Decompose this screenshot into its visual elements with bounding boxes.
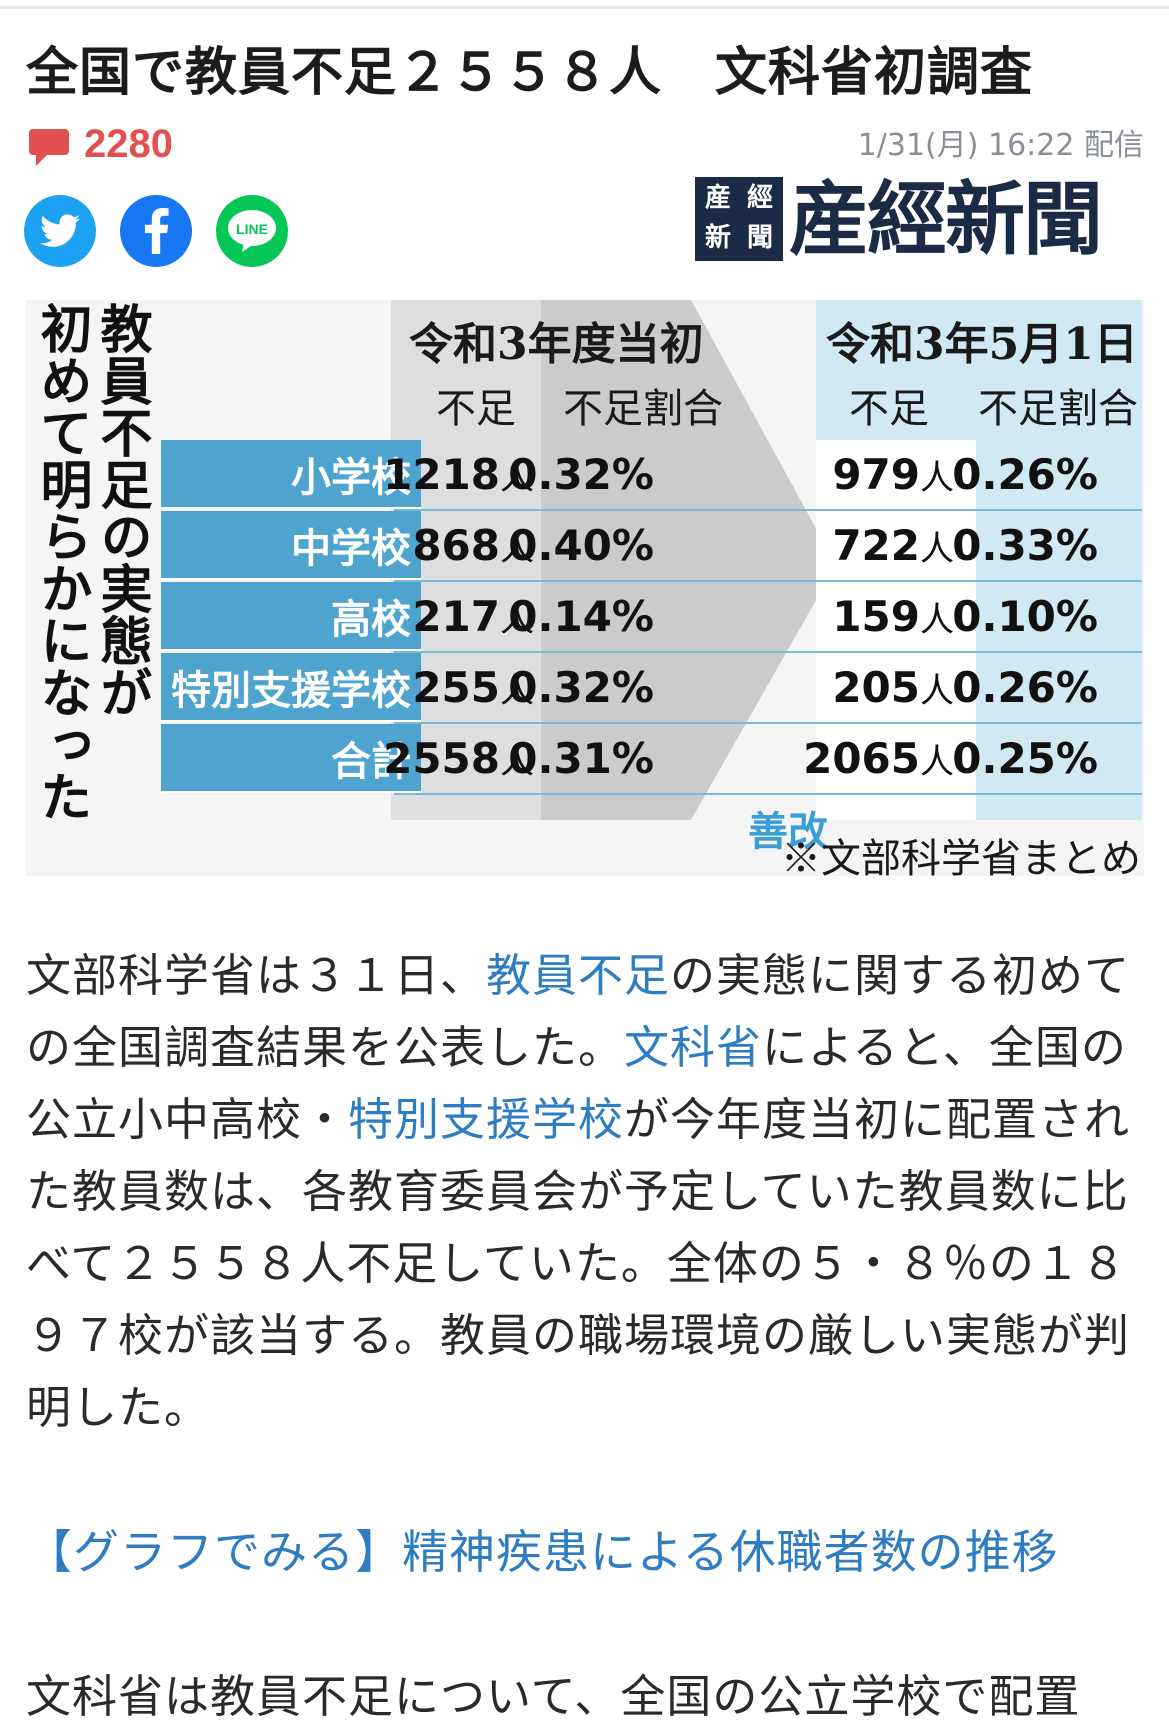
cell-before-count: 2558 人 xyxy=(383,724,534,793)
after-count-bg xyxy=(816,440,976,820)
graph-link[interactable]: 【グラフでみる】精神疾患による休職者数の推移 xyxy=(26,1525,1059,1579)
article-body: 文部科学省は３１日、教員不足の実態に関する初めての全国調査結果を公表した。文科省… xyxy=(26,940,1146,1444)
cell-after-count: 159 人 xyxy=(806,582,954,651)
cell-before-ratio: 0.31% xyxy=(508,724,654,793)
cell-value: 0.40% xyxy=(508,521,654,570)
cell-before-count: 217 人 xyxy=(394,582,534,651)
cell-unit: 人 xyxy=(920,600,954,640)
cell-value: 0.25% xyxy=(952,734,1098,783)
cell-after-count: 2065 人 xyxy=(803,724,954,793)
cell-after-ratio: 0.25% xyxy=(952,724,1098,793)
row-divider xyxy=(394,509,1142,511)
body-text: が今年度当初に配置された教員数は、各教育委員会が予定していた教員数に比べて２５５… xyxy=(26,1093,1131,1434)
article-title: 全国で教員不足２５５８人 文科省初調査 xyxy=(26,43,1034,103)
twitter-share-button[interactable] xyxy=(24,195,96,267)
cell-unit: 人 xyxy=(920,458,954,498)
line-icon: LINE xyxy=(228,210,276,252)
twitter-icon xyxy=(40,214,80,247)
figure-headline-line2: 初めて明らかになった xyxy=(31,302,92,822)
body-text: によると、全国の公立小中高校・ xyxy=(26,1021,1127,1146)
cell-value: 2558 xyxy=(383,734,500,783)
col-ratio-after: 不足割合 xyxy=(978,386,1138,432)
cell-value: 255 xyxy=(412,663,500,712)
cell-after-count: 979 人 xyxy=(806,440,954,509)
cell-before-ratio: 0.14% xyxy=(508,582,654,651)
row-label: 特別支援学校 xyxy=(161,653,421,722)
cell-value: 217 xyxy=(412,592,500,641)
cell-before-ratio: 0.40% xyxy=(508,511,654,580)
cell-value: 979 xyxy=(832,450,920,499)
facebook-icon xyxy=(144,208,169,254)
comment-icon xyxy=(28,128,70,166)
publish-datetime: 1/31(月) 16:22 配信 xyxy=(857,128,1144,163)
body-text: の実態に関する初めての全国調査結果を公表した。 xyxy=(26,949,1131,1074)
row-divider xyxy=(394,580,1142,582)
cell-value: 868 xyxy=(412,521,500,570)
col-ratio-before: 不足割合 xyxy=(563,386,723,432)
cell-after-count: 722 人 xyxy=(806,511,954,580)
cell-value: 159 xyxy=(832,592,920,641)
col-shortage-after: 不足 xyxy=(849,386,929,432)
facebook-share-button[interactable] xyxy=(120,195,192,267)
row-divider xyxy=(394,722,1142,724)
cell-unit: 人 xyxy=(500,742,534,782)
row-label: 小学校 xyxy=(161,440,421,509)
svg-text:LINE: LINE xyxy=(236,221,268,237)
shortage-infographic: 初めて明らかになった 教員不足の実態が 令和3年度当初 令和3年5月1日 不足 … xyxy=(26,300,1144,876)
cell-unit: 人 xyxy=(500,671,534,711)
cell-before-ratio: 0.32% xyxy=(508,440,654,509)
cell-unit: 人 xyxy=(500,529,534,569)
cell-after-count: 205 人 xyxy=(806,653,954,722)
cell-value: 2065 xyxy=(803,734,920,783)
col-shortage-before: 不足 xyxy=(436,386,516,432)
row-label: 合計 xyxy=(161,724,421,793)
cell-unit: 人 xyxy=(500,458,534,498)
row-label: 中学校 xyxy=(161,511,421,580)
cell-unit: 人 xyxy=(920,671,954,711)
top-divider xyxy=(0,6,1169,9)
cell-after-ratio: 0.26% xyxy=(952,440,1098,509)
cell-after-ratio: 0.33% xyxy=(952,511,1098,580)
period-after: 令和3年5月1日 xyxy=(826,319,1138,370)
cell-value: 0.31% xyxy=(508,734,654,783)
figure-headline-line1: 教員不足の実態が xyxy=(91,302,152,718)
line-share-button[interactable]: LINE xyxy=(216,195,288,267)
row-divider xyxy=(394,793,1142,795)
cell-value: 0.14% xyxy=(508,592,654,641)
cell-before-ratio: 0.32% xyxy=(508,653,654,722)
body-text: 文部科学省は３１日、 xyxy=(26,949,487,1002)
keyword-link-special-support-school[interactable]: 特別支援学校 xyxy=(348,1093,625,1146)
improvement-label: 改善 xyxy=(741,810,828,850)
publisher-name: 産經新聞 xyxy=(789,172,1103,266)
comment-link[interactable]: 2280 xyxy=(28,122,173,167)
cell-value: 205 xyxy=(832,663,920,712)
cell-value: 0.33% xyxy=(952,521,1098,570)
cell-value: 0.26% xyxy=(952,663,1098,712)
keyword-link-mext[interactable]: 文科省 xyxy=(624,1021,763,1074)
cell-value: 0.32% xyxy=(508,663,654,712)
cell-unit: 人 xyxy=(920,742,954,782)
cell-value: 722 xyxy=(832,521,920,570)
comment-count: 2280 xyxy=(84,122,173,166)
figure-source: ※文部科学省まとめ xyxy=(781,836,1141,882)
publisher-logo[interactable]: 産 經 新 聞 産經新聞 xyxy=(695,172,1103,266)
keyword-link-teacher-shortage[interactable]: 教員不足 xyxy=(486,949,671,1002)
cell-before-count: 868 人 xyxy=(394,511,534,580)
period-before: 令和3年度当初 xyxy=(409,319,704,370)
cell-after-ratio: 0.10% xyxy=(952,582,1098,651)
cell-value: 0.32% xyxy=(508,450,654,499)
cell-unit: 人 xyxy=(920,529,954,569)
body-text-continued: 文科省は教員不足について、全国の公立学校で配置 xyxy=(26,1670,1081,1723)
share-buttons: LINE xyxy=(24,195,312,267)
cell-value: 0.10% xyxy=(952,592,1098,641)
cell-before-count: 1218 人 xyxy=(383,440,534,509)
cell-value: 1218 xyxy=(383,450,500,499)
row-label: 高校 xyxy=(161,582,421,651)
cell-value: 0.26% xyxy=(952,450,1098,499)
cell-after-ratio: 0.26% xyxy=(952,653,1098,722)
row-divider xyxy=(394,651,1142,653)
publisher-seal: 産 經 新 聞 xyxy=(695,177,783,261)
cell-before-count: 255 人 xyxy=(394,653,534,722)
cell-unit: 人 xyxy=(500,600,534,640)
